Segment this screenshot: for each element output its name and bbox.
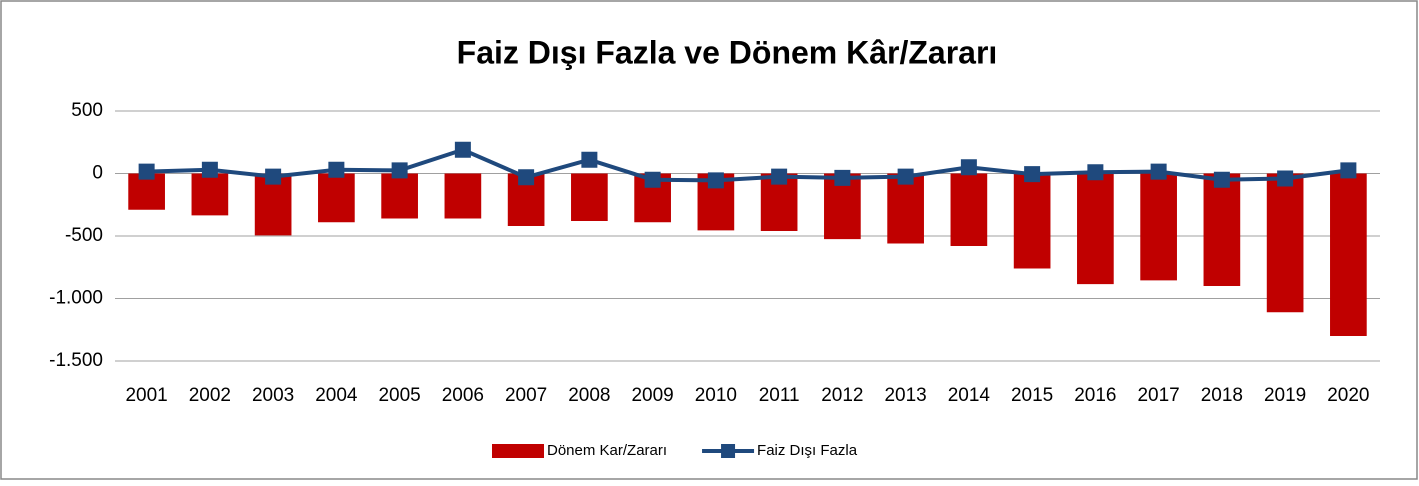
x-tick-label: 2005 [378, 385, 420, 406]
x-tick-label: 2017 [1137, 385, 1179, 406]
y-tick-label: 500 [71, 100, 103, 121]
line-marker [454, 141, 471, 158]
x-tick-label: 2013 [884, 385, 926, 406]
bar [1140, 173, 1177, 281]
bar [1013, 173, 1051, 269]
legend-swatch [492, 444, 544, 458]
x-tick-label: 2003 [252, 385, 294, 406]
line-marker [771, 168, 788, 185]
x-tick-label: 2016 [1074, 385, 1116, 406]
bar [571, 173, 608, 221]
y-tick-label: 0 [92, 163, 103, 184]
line-marker [581, 151, 598, 168]
x-tick-label: 2018 [1201, 385, 1243, 406]
line-marker [834, 169, 851, 186]
line-marker [897, 168, 914, 185]
line-marker [138, 163, 155, 180]
bar [950, 173, 988, 246]
x-tick-label: 2006 [442, 385, 484, 406]
line-marker [1340, 162, 1357, 179]
bar [1077, 173, 1114, 285]
x-tick-label: 2011 [759, 385, 800, 406]
x-tick-label: 2010 [695, 385, 737, 406]
x-tick-label: 2012 [821, 385, 863, 406]
x-tick-label: 2001 [125, 385, 167, 406]
legend-label: Dönem Kar/Zararı [547, 442, 667, 459]
bar [1203, 173, 1241, 286]
x-tick-label: 2009 [631, 385, 673, 406]
x-tick-label: 2014 [948, 385, 991, 406]
line-marker [265, 168, 282, 185]
bar [318, 173, 355, 223]
line-marker [1213, 171, 1230, 188]
x-tick-label: 2002 [189, 385, 231, 406]
x-tick-label: 2020 [1327, 385, 1369, 406]
y-tick-label: -1.000 [49, 288, 103, 309]
line-marker [644, 171, 661, 188]
bar [1266, 173, 1304, 313]
x-tick-label: 2019 [1264, 385, 1306, 406]
x-tick-label: 2007 [505, 385, 547, 406]
line-marker [1277, 170, 1294, 187]
line-marker [1150, 163, 1167, 180]
line [146, 147, 1349, 183]
x-tick-label: 2004 [315, 385, 358, 406]
y-tick-label: -1.500 [49, 350, 103, 371]
bar [444, 173, 482, 219]
legend-swatch [721, 444, 736, 458]
bar [887, 173, 924, 244]
chart-title: Faiz Dışı Fazla ve Dönem Kâr/Zararı [457, 34, 998, 70]
bar [1330, 173, 1367, 336]
line-marker [518, 169, 535, 186]
line-marker [960, 159, 977, 176]
bar [381, 173, 418, 219]
line-marker [201, 161, 218, 178]
line-marker [328, 161, 345, 178]
bar [191, 173, 229, 216]
line-marker [707, 172, 724, 189]
x-tick-label: 2015 [1011, 385, 1053, 406]
x-tick-label: 2008 [568, 385, 610, 406]
line-marker [1024, 166, 1041, 183]
line-marker [391, 162, 408, 179]
line-marker [1087, 164, 1104, 181]
legend-label: Faiz Dışı Fazla [757, 442, 858, 459]
y-tick-label: -500 [65, 225, 103, 246]
